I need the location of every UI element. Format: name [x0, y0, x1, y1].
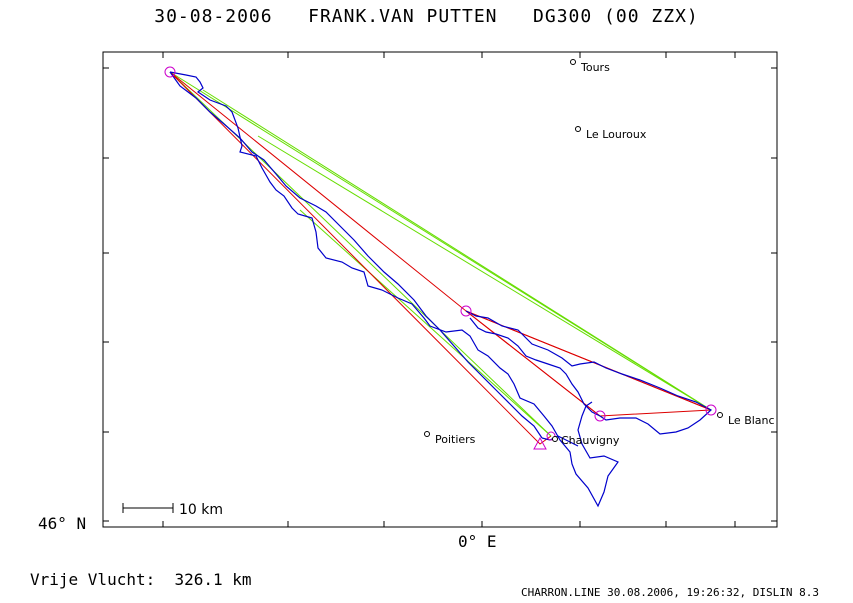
town-label-chauvigny: Chauvigny [561, 434, 620, 447]
gps-track [169, 71, 713, 508]
axis-ticks [103, 52, 777, 527]
optimized-route [169, 71, 712, 437]
scale-bar: 10 km [122, 502, 223, 518]
pilot-name: FRANK.VAN PUTTEN [308, 6, 498, 27]
town-label-tours: Tours [580, 61, 610, 74]
longitude-label: 0° E [458, 532, 497, 551]
distance-label: Vrije Vlucht: [30, 570, 156, 589]
towns: Tours Le Louroux Poitiers Chauvigny Le B… [424, 59, 775, 447]
glider-id: DG300 (00 ZZX) [533, 6, 699, 27]
map-title: 30-08-2006 FRANK.VAN PUTTEN DG300 (00 ZZ… [0, 6, 853, 27]
town-label-le-blanc: Le Blanc [728, 414, 775, 427]
town-label-poitiers: Poitiers [435, 433, 476, 446]
scale-bar-label: 10 km [179, 502, 223, 518]
turnpoint-marker-2 [594, 410, 606, 422]
flight-date: 30-08-2006 [154, 6, 273, 27]
latitude-label: 46° N [38, 514, 87, 533]
distance-value: 326.1 km [174, 570, 252, 589]
footer-info: CHARRON.LINE 30.08.2006, 19:26:32, DISLI… [520, 586, 819, 599]
town-dot [717, 412, 723, 418]
town-dot [570, 59, 576, 65]
town-dot [575, 126, 581, 132]
town-dot [424, 431, 430, 437]
start-marker [164, 66, 176, 78]
turnpoint-marker-1 [460, 305, 472, 317]
turnpoint-marker-3 [705, 404, 717, 416]
town-label-le-louroux: Le Louroux [586, 128, 647, 141]
town-dot [552, 436, 558, 442]
map-frame [102, 51, 778, 528]
turnpoint-markers [164, 66, 717, 450]
finish-marker [533, 436, 547, 450]
free-flight-distance: Vrije Vlucht: 326.1 km [30, 570, 252, 589]
